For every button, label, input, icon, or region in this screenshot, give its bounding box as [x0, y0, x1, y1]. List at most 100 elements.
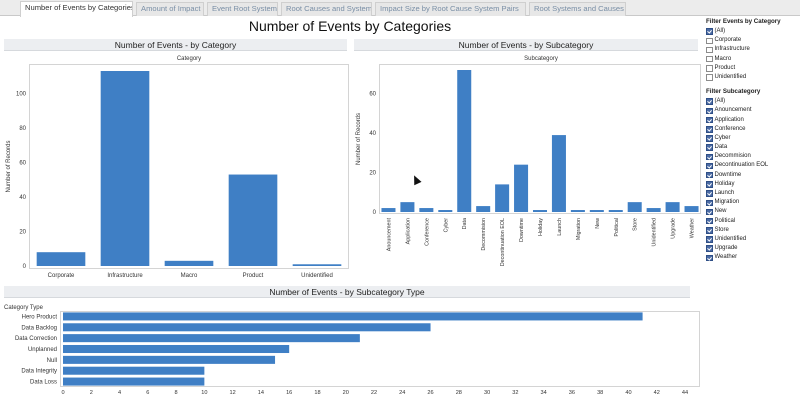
filter-option[interactable]: (All): [706, 27, 798, 36]
filter-option[interactable]: Application: [706, 116, 798, 125]
checkbox-unchecked-icon[interactable]: [706, 55, 713, 63]
filter-option[interactable]: Anouncement: [706, 106, 798, 115]
subcategory-type-bar: [63, 355, 276, 364]
filter-option[interactable]: Corporate: [706, 36, 798, 45]
tab-amount-of-impact[interactable]: Amount of Impact: [136, 2, 204, 16]
tab-root-causes-systems[interactable]: Root Causes and Systems: [281, 2, 372, 16]
subcategory-bar: [627, 202, 642, 212]
filter-option-label: New: [714, 208, 727, 215]
category-bar-chart: Category Number of Records 0 20 40 60 80 100 Cor…: [6, 56, 342, 279]
tab-events-by-categories[interactable]: Number of Events by Categories: [20, 1, 133, 17]
checkbox-checked-icon[interactable]: [706, 208, 713, 216]
checkbox-checked-icon[interactable]: [706, 153, 713, 161]
filter-option[interactable]: Infrastructure: [706, 45, 798, 54]
filter-option[interactable]: Macro: [706, 55, 798, 64]
checkbox-unchecked-icon[interactable]: [706, 46, 713, 54]
subcategory-type-x-tick: 36: [569, 390, 575, 396]
subcategory-x-tick: Anouncement: [386, 217, 392, 251]
checkbox-checked-icon[interactable]: [706, 144, 713, 151]
tab-impact-size[interactable]: Impact Size by Root Cause System Pairs: [375, 2, 526, 16]
subcategory-x-tick: Launch: [557, 218, 563, 236]
category-filter-title: Filter Events by Category: [706, 18, 781, 25]
tab-event-root-system[interactable]: Event Root System: [207, 2, 278, 16]
subcategory-x-tick: Store: [633, 218, 639, 231]
category-y-tick: 100: [16, 91, 27, 97]
subcategory-type-bar-chart: Category Type Hero Product Data Backlog Dat…: [4, 305, 688, 396]
filter-option[interactable]: Unidentified: [706, 73, 798, 82]
subcategory-bar: [684, 206, 699, 212]
subcategory-bar: [419, 208, 434, 212]
category-x-tick: Infrastructure: [107, 273, 143, 279]
category-x-tick: Macro: [181, 273, 198, 279]
filter-option[interactable]: Weather: [706, 253, 798, 262]
subcategory-bar: [400, 202, 415, 212]
filter-option[interactable]: Data: [706, 143, 798, 152]
checkbox-unchecked-icon[interactable]: [706, 65, 713, 72]
checkbox-checked-icon[interactable]: [706, 98, 713, 105]
filter-option[interactable]: New: [706, 207, 798, 216]
filter-option[interactable]: Product: [706, 64, 798, 73]
filter-option[interactable]: Political: [706, 217, 798, 226]
checkbox-checked-icon[interactable]: [706, 245, 713, 252]
subcategory-type-x-tick: 2: [90, 390, 93, 396]
category-y-tick: 80: [19, 126, 26, 132]
subcategory-type-x-tick: 30: [484, 390, 490, 396]
subcategory-y-axis-label: Number of Records: [356, 113, 362, 165]
checkbox-checked-icon[interactable]: [706, 217, 713, 225]
filter-option[interactable]: Unidentified: [706, 235, 798, 244]
checkbox-checked-icon[interactable]: [706, 107, 713, 115]
subcategory-x-tick: Decontinuation EOL: [500, 218, 506, 266]
filter-option[interactable]: Migration: [706, 198, 798, 207]
checkbox-checked-icon[interactable]: [706, 28, 713, 35]
checkbox-checked-icon[interactable]: [706, 227, 713, 234]
subcategory-type-x-tick: 40: [625, 390, 631, 396]
filter-option[interactable]: Decontinuation EOL: [706, 161, 798, 170]
filter-option[interactable]: Decommision: [706, 152, 798, 161]
subcategory-chart-title: Number of Events - by Subcategory: [354, 39, 698, 51]
checkbox-checked-icon[interactable]: [706, 171, 713, 179]
checkbox-checked-icon[interactable]: [706, 181, 713, 188]
tab-root-systems-causes[interactable]: Root Systems and Causes: [529, 2, 626, 16]
filter-option[interactable]: Cyber: [706, 134, 798, 143]
subcategory-x-tick: Migration: [576, 218, 582, 240]
checkbox-checked-icon[interactable]: [706, 162, 713, 170]
checkbox-checked-icon[interactable]: [706, 254, 713, 262]
checkbox-checked-icon[interactable]: [706, 236, 713, 243]
subcategory-bar: [438, 210, 453, 212]
category-bar: [100, 71, 150, 266]
filter-option[interactable]: Holiday: [706, 180, 798, 189]
filter-option[interactable]: Downtime: [706, 171, 798, 180]
filter-option-label: Infrastructure: [714, 46, 750, 53]
subcategory-type-bar: [63, 366, 205, 375]
filter-option[interactable]: (All): [706, 97, 798, 106]
filter-option[interactable]: Launch: [706, 189, 798, 198]
dashboard-title: Number of Events by Categories: [248, 18, 452, 34]
checkbox-unchecked-icon[interactable]: [706, 74, 713, 81]
filter-option-label: Decontinuation EOL: [714, 162, 769, 169]
checkbox-checked-icon[interactable]: [706, 190, 713, 197]
filter-option[interactable]: Conference: [706, 125, 798, 134]
subcategory-y-tick: 0: [373, 210, 377, 216]
filter-option[interactable]: Store: [706, 226, 798, 235]
subcategory-type-bar: [63, 344, 290, 354]
subcategory-type-x-tick: 38: [597, 390, 603, 396]
category-bar: [292, 264, 342, 266]
subcategory-x-tick: Holiday: [538, 218, 544, 236]
subcategory-type-y-tick: Unplanned: [28, 347, 57, 353]
subcategory-type-x-tick: 24: [399, 390, 405, 396]
checkbox-checked-icon[interactable]: [706, 116, 713, 124]
filter-option-label: Migration: [714, 199, 740, 206]
subcategory-bar: [646, 208, 661, 212]
checkbox-checked-icon[interactable]: [706, 126, 713, 133]
subcategory-type-x-tick: 14: [258, 390, 264, 396]
checkbox-unchecked-icon[interactable]: [706, 37, 713, 45]
checkbox-checked-icon[interactable]: [706, 135, 713, 142]
filter-option-label: Data: [714, 144, 728, 151]
filter-option[interactable]: Upgrade: [706, 244, 798, 253]
category-y-tick: 0: [23, 264, 27, 270]
subcategory-bar: [608, 210, 623, 212]
checkbox-checked-icon[interactable]: [706, 199, 713, 207]
subcategory-x-tick: Application: [405, 218, 411, 244]
subcategory-bar: [665, 202, 680, 212]
subcategory-type-bar: [63, 323, 431, 332]
